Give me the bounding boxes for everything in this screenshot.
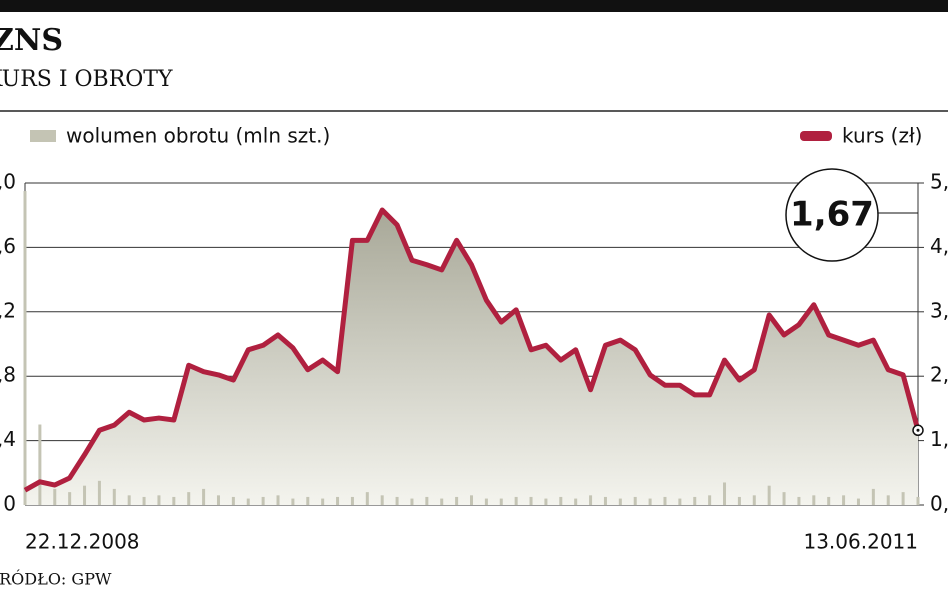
volume-bar	[648, 498, 652, 505]
volume-bar	[336, 496, 340, 505]
volume-bar	[603, 496, 607, 505]
volume-bar	[856, 498, 860, 505]
y-tick-label: 0,4	[0, 427, 16, 451]
y2-tick-label: 4,0	[930, 234, 948, 258]
volume-bar	[127, 495, 131, 505]
volume-bar	[484, 498, 488, 505]
volume-bar	[216, 495, 220, 505]
volume-bar	[23, 191, 27, 506]
volume-bar	[440, 498, 444, 505]
volume-bar	[499, 498, 503, 505]
volume-bar	[723, 482, 727, 505]
volume-bar	[202, 488, 206, 505]
legend-label: kurs (zł)	[842, 124, 922, 148]
volume-bar	[291, 498, 295, 505]
volume-bar	[752, 495, 756, 505]
volume-bar	[246, 498, 250, 505]
volume-bar	[172, 496, 176, 505]
volume-bar	[797, 496, 801, 505]
legend-swatch	[800, 131, 832, 141]
volume-bar	[842, 495, 846, 505]
y2-tick-label: 1,0	[930, 427, 948, 451]
chart-title: ZNS	[0, 23, 63, 58]
volume-bar	[901, 492, 905, 505]
volume-bar	[871, 488, 875, 505]
volume-bar	[365, 492, 369, 505]
volume-bar	[559, 496, 563, 505]
volume-bar	[38, 424, 42, 505]
y2-tick-label: 3,0	[930, 298, 948, 322]
volume-bar	[514, 496, 518, 505]
volume-bar	[112, 488, 116, 505]
y-tick-label: 1,6	[0, 234, 16, 258]
y-tick-label: 2,0	[0, 170, 16, 194]
volume-bar	[618, 498, 622, 505]
volume-bar	[157, 495, 161, 505]
source: ŹRÓDŁO: GPW	[0, 569, 112, 589]
volume-bar	[574, 498, 578, 505]
y-tick-label: 1,2	[0, 298, 16, 322]
volume-bar	[68, 492, 72, 505]
volume-bar	[767, 485, 771, 505]
volume-bar	[693, 496, 697, 505]
volume-bar	[187, 492, 191, 505]
volume-bar	[142, 496, 146, 505]
y2-tick-label: 0,0	[930, 492, 948, 516]
volume-bar	[708, 495, 712, 505]
chart-subtitle: KURS I OBROTY	[0, 67, 173, 92]
volume-bar	[350, 496, 354, 505]
volume-bar	[589, 495, 593, 505]
volume-bar	[53, 488, 57, 505]
y2-tick-label: 5,0	[930, 170, 948, 194]
volume-bar	[276, 495, 280, 505]
volume-bar	[261, 496, 265, 505]
y2-tick-label: 2,0	[930, 363, 948, 387]
volume-bar	[470, 495, 473, 505]
volume-bar	[231, 496, 235, 505]
legend-swatch	[30, 130, 56, 142]
volume-bar	[633, 496, 637, 505]
volume-bar	[916, 496, 920, 505]
volume-bar	[395, 496, 399, 505]
annotation: 1,67	[790, 195, 874, 235]
price-area	[25, 210, 918, 505]
legend-label: wolumen obrotu (mln szt.)	[66, 124, 330, 148]
volume-bar	[812, 495, 816, 505]
volume-bar	[83, 485, 87, 505]
y-tick-label: 0	[3, 492, 16, 516]
end-dot	[916, 428, 920, 432]
volume-bar	[455, 496, 459, 505]
volume-bar	[663, 496, 667, 505]
volume-bar	[544, 498, 548, 505]
volume-bar	[678, 498, 682, 505]
x-tick-label: 22.12.2008	[25, 530, 140, 554]
volume-bar	[827, 496, 831, 505]
top-bar	[0, 0, 948, 12]
volume-bar	[410, 498, 414, 505]
y-tick-label: 0,8	[0, 363, 16, 387]
volume-bar	[97, 480, 101, 505]
volume-bar	[425, 496, 429, 505]
annotation-circle	[785, 168, 879, 262]
volume-bar	[737, 496, 741, 505]
volume-bar	[886, 495, 890, 505]
volume-bar	[306, 496, 310, 505]
volume-bar	[321, 498, 325, 505]
price-line	[23, 207, 921, 493]
volume-bar	[380, 495, 384, 505]
volume-bar	[529, 496, 533, 505]
x-tick-label: 13.06.2011	[803, 530, 918, 554]
volume-bar	[782, 492, 786, 505]
